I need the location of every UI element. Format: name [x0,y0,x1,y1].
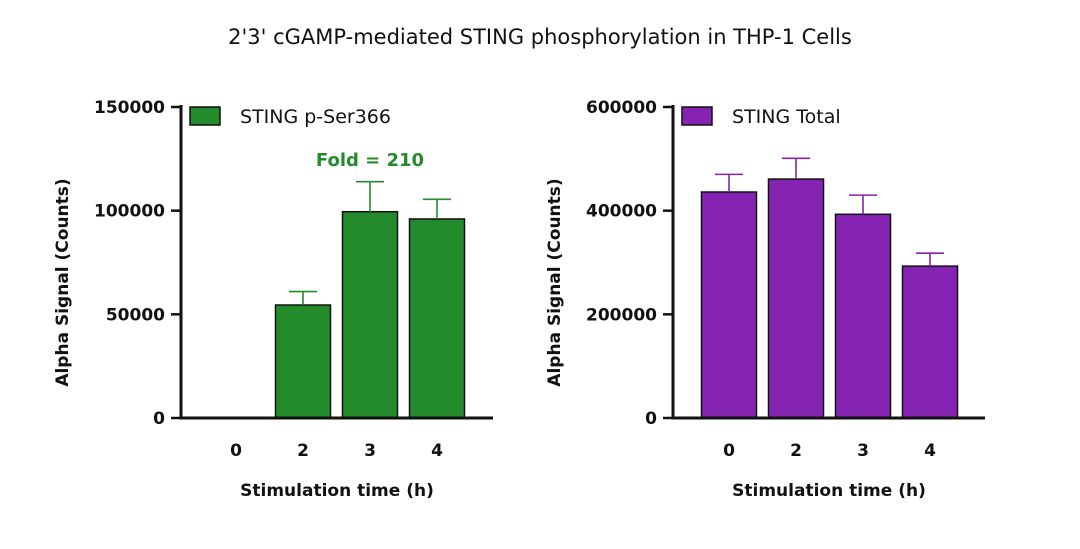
x-tick-label: 4 [431,441,443,461]
chart-panel-2: 0 200000 400000 600000 0 2 3 4 Stimulation time … [545,98,985,501]
bar [274,304,332,419]
y-tick-label: 0 [645,409,657,429]
bar [767,178,825,419]
bar [700,191,758,419]
x-tick-label: 2 [790,441,802,461]
bar [834,213,892,419]
legend-swatch [681,106,713,126]
chart-panel-1: 0 50000 100000 150000 0 2 3 4 Stimulation time (… [53,98,493,501]
y-axis-title: Alpha Signal (Counts) [545,178,565,386]
legend-label: STING p-Ser366 [240,106,391,128]
x-axis-title: Stimulation time (h) [240,481,434,501]
x-tick-label: 3 [857,441,869,461]
fold-change-annotation: Fold = 210 [316,150,424,171]
figure-title: 2'3' cGAMP-mediated STING phosphorylatio… [228,25,852,49]
y-tick-label: 0 [153,409,165,429]
y-axis-title: Alpha Signal (Counts) [53,178,73,386]
x-tick-label: 0 [230,441,242,461]
x-axis-title: Stimulation time (h) [732,481,926,501]
legend-label: STING Total [732,106,841,128]
y-tick-label: 400000 [586,202,657,222]
y-tick-label: 50000 [106,305,165,325]
x-tick-label: 4 [924,441,936,461]
bar [341,210,399,419]
legend-swatch [189,106,221,126]
bar [901,265,959,419]
y-tick-label: 100000 [94,202,165,222]
x-tick-label: 3 [364,441,376,461]
x-tick-label: 2 [297,441,309,461]
y-tick-label: 200000 [586,305,657,325]
y-tick-label: 600000 [586,98,657,118]
x-tick-label: 0 [723,441,735,461]
y-tick-label: 150000 [94,98,165,118]
bar [408,218,466,419]
